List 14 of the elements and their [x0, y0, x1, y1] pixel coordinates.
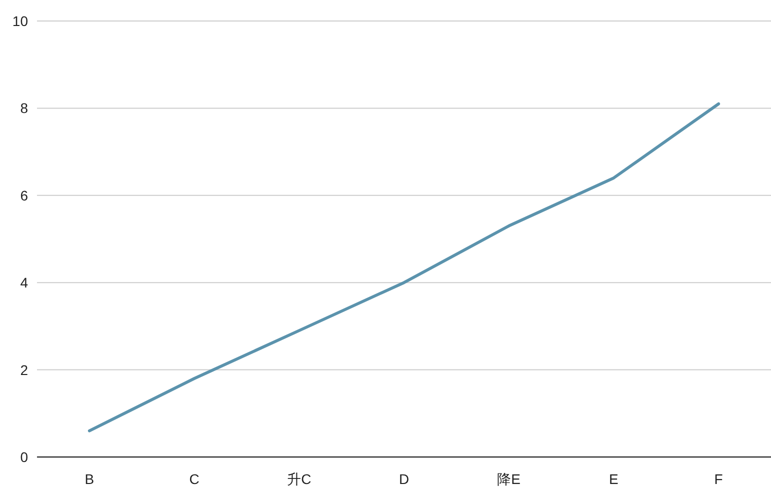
x-tick-label: 降E — [497, 471, 521, 487]
y-tick-label: 10 — [12, 13, 28, 29]
y-tick-label: 6 — [20, 187, 28, 204]
y-tick-label: 4 — [20, 274, 28, 291]
y-tick-label: 0 — [20, 449, 28, 465]
x-tick-label: F — [714, 471, 723, 487]
x-tick-label: B — [84, 471, 94, 487]
x-tick-label: 升C — [287, 471, 312, 487]
line-series — [88, 102, 720, 432]
x-tick-label: E — [609, 471, 618, 487]
x-tick-label: C — [189, 471, 200, 487]
y-tick-label: 2 — [20, 362, 28, 378]
y-tick-label: 8 — [20, 100, 28, 116]
x-tick-label: D — [398, 471, 410, 487]
